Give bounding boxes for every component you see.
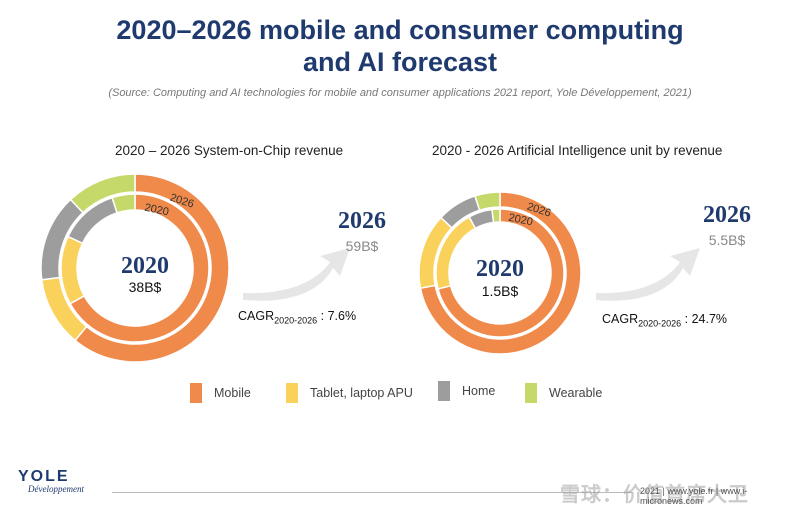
soc-growth-arrow — [243, 248, 350, 301]
legend-mobile: Mobile — [190, 383, 251, 403]
soc-slice-2020-wearable — [111, 193, 136, 214]
watermark: 雪球：价值首席大卫 — [560, 484, 749, 506]
legend-label-mobile: Mobile — [214, 386, 251, 400]
soc-forecast-value: 59B$ — [346, 238, 379, 254]
soc-cagr-sub: 2020-2026 — [274, 315, 318, 326]
ai-chart-title: 2020 - 2026 Artificial Intelligence unit… — [432, 143, 723, 158]
page-title: 2020–2026 mobile and consumer computing … — [0, 14, 800, 78]
ai-ring-label-inner: 2020 — [507, 212, 533, 229]
ai-cagr-label: CAGR — [602, 312, 639, 326]
ai-forecast-value: 5.5B$ — [709, 232, 746, 248]
soc-center-value: 38B$ — [129, 279, 162, 295]
ai-slice-2026-wearable — [474, 191, 501, 212]
legend-wearable: Wearable — [525, 383, 602, 403]
soc-cagr-value: : 7.6% — [317, 309, 357, 323]
soc-ring-label-inner: 2020 — [143, 202, 169, 219]
soc-center-year: 2020 — [121, 253, 169, 279]
ai-forecast-year: 2026 — [703, 202, 751, 228]
soc-slice-2020-tablet — [60, 235, 86, 305]
title-line-2: and AI forecast — [302, 47, 498, 77]
footer-credit: 2021 | www.yole.fr | www.i-micronews.com — [640, 486, 748, 506]
logo-name: YOLE — [18, 468, 70, 485]
soc-slice-2020-mobile — [69, 193, 210, 343]
ai-slice-2020-wearable — [491, 208, 501, 224]
soc-cagr-label: CAGR — [238, 309, 275, 323]
legend-swatch-wearable — [525, 383, 537, 403]
legend-swatch-mobile — [190, 383, 202, 403]
soc-chart-title: 2020 – 2026 System-on-Chip revenue — [115, 143, 344, 158]
ai-cagr-sub: 2020-2026 — [638, 318, 682, 329]
logo-sub: Développement — [28, 484, 84, 494]
soc-forecast-year: 2026 — [338, 208, 386, 234]
legend-swatch-home — [438, 381, 450, 401]
soc-cagr: CAGR2020-2026 : 7.6% — [238, 309, 356, 326]
legend-swatch-tablet — [286, 383, 298, 403]
yole-logo: YOLE Développement — [18, 468, 84, 494]
ai-center-year: 2020 — [476, 256, 524, 282]
legend-tablet: Tablet, laptop APU — [286, 383, 413, 403]
ai-growth-arrow — [596, 248, 700, 301]
legend-label-wearable: Wearable — [549, 386, 603, 400]
ai-center-value: 1.5B$ — [482, 283, 519, 299]
legend-label-home: Home — [462, 384, 496, 398]
title-line-1: 2020–2026 mobile and consumer computing — [116, 15, 684, 45]
soc-slice-2026-wearable — [69, 173, 136, 214]
legend-home: Home — [438, 381, 495, 401]
ai-cagr: CAGR2020-2026 : 24.7% — [602, 312, 727, 329]
source-note: (Source: Computing and AI technologies f… — [108, 87, 692, 99]
footer-divider — [112, 492, 632, 493]
ai-cagr-value: : 24.7% — [681, 312, 728, 326]
legend-label-tablet: Tablet, laptop APU — [310, 386, 413, 400]
